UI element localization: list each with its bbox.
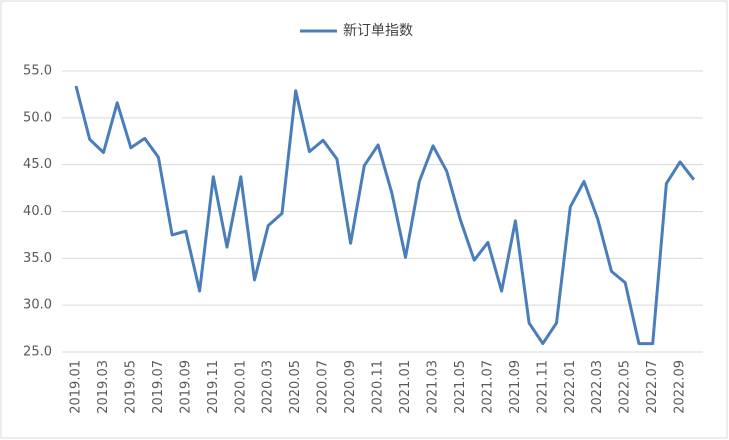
x-tick-label: 2022.01 (563, 360, 578, 414)
x-tick-label: 2021.09 (508, 360, 523, 414)
x-tick-label: 2021.05 (453, 360, 468, 414)
series-line (74, 85, 696, 346)
x-tick-label: 2020.01 (233, 360, 248, 414)
x-tick-label: 2020.05 (288, 360, 303, 414)
x-tick-label: 2019.09 (178, 360, 193, 414)
y-tick-label: 50.0 (23, 110, 52, 125)
y-tick-label: 45.0 (23, 157, 52, 172)
x-tick-label: 2022.07 (645, 360, 660, 414)
x-tick-label: 2019.05 (123, 360, 138, 414)
x-tick-label: 2022.03 (590, 360, 605, 414)
x-tick-label: 2021.11 (535, 360, 550, 414)
x-tick-label: 2019.07 (151, 360, 166, 414)
x-tick-label: 2022.05 (618, 360, 633, 414)
x-tick-label: 2021.07 (480, 360, 495, 414)
x-tick-label: 2020.03 (261, 360, 276, 414)
x-tick-label: 2020.07 (316, 360, 331, 414)
y-tick-label: 30.0 (23, 298, 52, 313)
x-tick-label: 2022.09 (673, 360, 688, 414)
legend-text: 新订单指数 (343, 23, 413, 39)
y-tick-label: 55.0 (23, 64, 52, 79)
y-tick-label: 35.0 (23, 251, 52, 266)
x-tick-label: 2021.01 (398, 360, 413, 414)
x-tick-label: 2019.03 (96, 360, 111, 414)
x-tick-label: 2021.03 (425, 360, 440, 414)
x-tick-label: 2019.01 (69, 360, 84, 414)
x-tick-label: 2020.09 (343, 360, 358, 414)
x-tick-label: 2019.11 (206, 360, 221, 414)
y-tick-label: 40.0 (23, 204, 52, 219)
y-tick-label: 25.0 (23, 345, 52, 360)
x-tick-label: 2020.11 (371, 360, 386, 414)
